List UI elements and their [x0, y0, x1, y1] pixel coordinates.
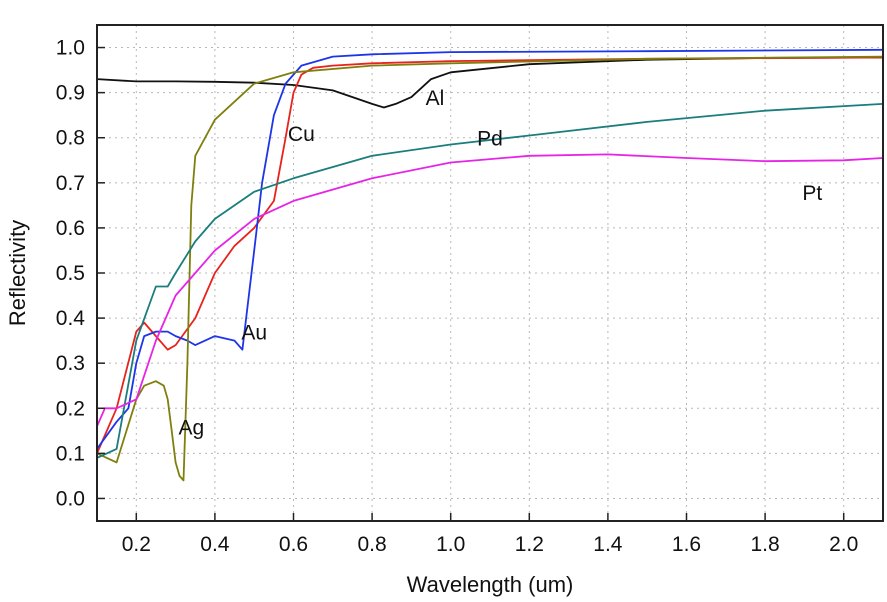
series-label-cu: Cu [288, 123, 315, 146]
x-tick-label: 1.4 [593, 533, 623, 556]
y-tick-label: 0.6 [56, 217, 85, 240]
x-tick-label: 0.4 [200, 533, 230, 556]
y-tick-label: 0.7 [56, 172, 85, 195]
x-tick-label: 0.2 [122, 533, 151, 556]
series-label-ag: Ag [178, 416, 204, 439]
y-tick-label: 0.8 [56, 127, 85, 150]
gridlines [97, 25, 883, 521]
data-series [97, 48, 883, 482]
y-tick-label: 0.5 [56, 262, 85, 285]
axis-ticks: 0.2 0.4 0.6 0.8 1.0 1.2 1.4 1.6 1.8 2.0 0.0 0.1 0.2 0… [56, 37, 859, 556]
x-tick-label: 2.0 [829, 533, 858, 556]
series-line-al [97, 56, 883, 109]
series-line-ag [97, 55, 883, 482]
series-line-cu [97, 56, 883, 455]
y-tick-label: 0.3 [56, 352, 85, 375]
x-tick-label: 1.2 [515, 533, 544, 556]
series-label-au: Au [241, 322, 267, 345]
x-axis-title: Wavelength (um) [407, 572, 574, 597]
y-tick-label: 1.0 [56, 37, 85, 60]
series-line-pt [97, 153, 883, 428]
x-tick-label: 1.6 [672, 533, 701, 556]
series-label-pt: Pt [802, 182, 822, 205]
series-labels: Al Cu Au Ag Pd Pt [178, 87, 822, 439]
y-tick-label: 0.4 [56, 307, 86, 330]
y-tick-label: 0.1 [56, 442, 85, 465]
y-tick-label: 0.9 [56, 82, 85, 105]
series-line-pd [97, 103, 883, 459]
y-axis-title: Reflectivity [5, 220, 30, 326]
x-tick-label: 1.0 [436, 533, 465, 556]
series-label-pd: Pd [477, 128, 503, 151]
y-tick-label: 0.2 [56, 397, 85, 420]
y-tick-label: 0.0 [56, 487, 85, 510]
x-tick-label: 0.8 [357, 533, 386, 556]
series-label-al: Al [426, 87, 445, 110]
x-tick-label: 1.8 [750, 533, 779, 556]
x-tick-label: 0.6 [279, 533, 308, 556]
series-line-au [97, 48, 883, 450]
